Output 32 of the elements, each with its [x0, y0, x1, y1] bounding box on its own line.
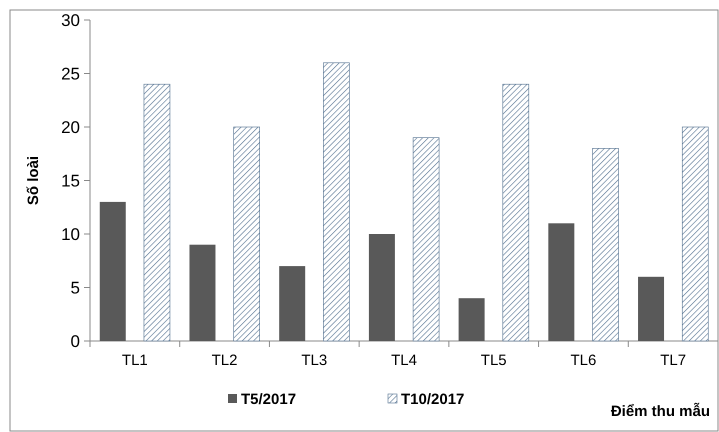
x-tick-label: TL2	[212, 352, 238, 369]
x-tick-label: TL6	[570, 352, 596, 369]
bar	[412, 137, 440, 342]
legend-label: T10/2017	[401, 391, 464, 408]
bar	[502, 84, 530, 342]
x-axis-title: Điểm thu mẫu	[610, 402, 710, 420]
y-axis-title: Số loài	[25, 156, 42, 206]
y-tick-label: 15	[61, 171, 80, 190]
bar	[323, 62, 350, 342]
bar	[189, 244, 216, 341]
y-tick-label: 20	[61, 118, 80, 137]
bar	[548, 223, 574, 341]
bar	[233, 126, 260, 342]
y-tick-label: 30	[61, 10, 80, 30]
bar	[458, 298, 485, 341]
bar	[279, 266, 306, 341]
legend-label: T5/2017	[241, 391, 296, 408]
bar	[368, 234, 395, 341]
x-tick-label: TL1	[122, 352, 148, 369]
y-tick-label: 0	[70, 332, 80, 351]
x-tick-label: TL7	[660, 352, 686, 369]
x-tick-label: TL4	[391, 352, 417, 369]
y-tick-label: 25	[61, 64, 80, 84]
bar	[144, 84, 170, 342]
x-tick-label: TL3	[301, 352, 328, 369]
y-tick-label: 5	[70, 278, 80, 298]
bar	[638, 276, 664, 341]
bar	[592, 148, 619, 342]
bar	[100, 202, 126, 341]
y-tick-label: 10	[61, 224, 80, 244]
x-tick-label: TL5	[480, 352, 507, 369]
bar	[682, 126, 709, 342]
